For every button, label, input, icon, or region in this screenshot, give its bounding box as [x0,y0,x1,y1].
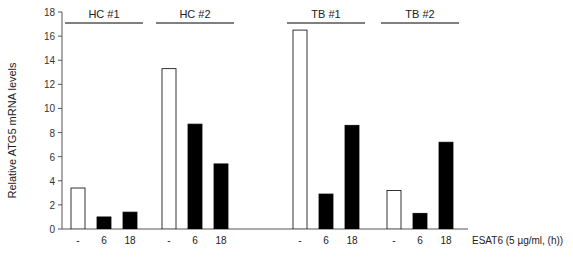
bar [319,194,333,229]
y-tick [58,36,62,37]
y-axis-label: Relative ATG5 mRNA levels [6,62,18,199]
y-tick [58,156,62,157]
y-tick-label: 2 [49,200,55,211]
y-tick [58,108,62,109]
y-tick-label: 0 [49,224,55,235]
x-tick-label: 6 [192,235,198,246]
x-tick-label: 18 [440,235,452,246]
bar [162,69,176,229]
x-tick-label: - [298,235,301,246]
group-label: HC #1 [88,8,119,20]
group-label: TB #1 [311,8,340,20]
bars [71,30,453,229]
x-tick-label: 6 [417,235,423,246]
y-tick-label: 10 [44,103,56,114]
y-tick-label: 18 [44,7,56,18]
y-tick [58,229,62,230]
x-axis-label: ESAT6 (5 µg/ml, (h)) [472,235,563,246]
y-tick [58,12,62,13]
y-axis [62,12,63,229]
group-label: TB #2 [405,8,434,20]
y-tick-label: 4 [49,176,55,187]
bar [188,124,202,229]
bar [71,188,85,229]
bar [97,217,111,229]
y-tick-label: 16 [44,31,56,42]
y-tick [58,84,62,85]
group-line [287,23,365,24]
y-tick [58,180,62,181]
x-tick-label: - [76,235,79,246]
bar [413,213,427,229]
bar [439,142,453,229]
x-tick-label: 6 [101,235,107,246]
x-tick-label: - [167,235,170,246]
x-tick-label: 18 [346,235,358,246]
group-line [381,23,459,24]
chart: 0 2 4 6 8 10 12 14 16 18 Relative ATG5 mRNA levels… [0,0,573,265]
bar [123,212,137,229]
y-tick-label: 14 [44,55,56,66]
bar [345,125,359,229]
bar [293,30,307,229]
y-tick [58,132,62,133]
y-tick-label: 6 [49,152,55,163]
bar [214,164,228,229]
y-tick-label: 8 [49,128,55,139]
x-tick-label: 18 [215,235,227,246]
x-tick-label: 6 [323,235,329,246]
y-tick [58,204,62,205]
group-line [65,23,143,24]
group-line [156,23,234,24]
y-tick [58,60,62,61]
x-tick-label: 18 [124,235,136,246]
group-label: HC #2 [179,8,210,20]
x-tick-label: - [392,235,395,246]
bar [387,190,401,229]
y-tick-label: 12 [44,79,56,90]
